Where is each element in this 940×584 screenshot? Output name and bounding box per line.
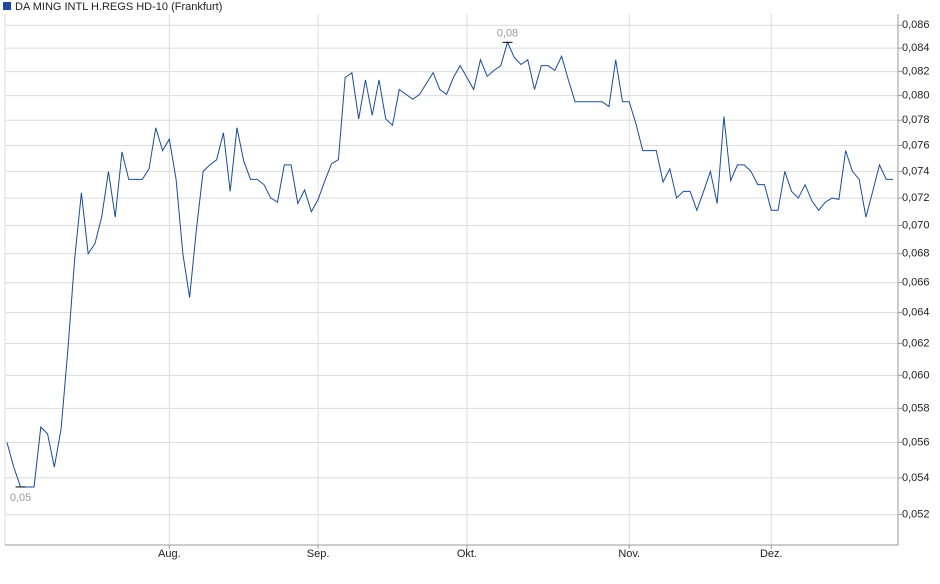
value-label: 0,05 <box>10 492 31 504</box>
y-tick-label: 0,076 <box>902 139 930 151</box>
data-line <box>6 40 893 488</box>
y-tick-label: 0,074 <box>902 165 930 177</box>
x-tick-label: Dez. <box>760 548 783 560</box>
y-tick-label: 0,072 <box>902 192 930 204</box>
x-tick-label: Okt. <box>457 548 477 560</box>
y-tick-label: 0,082 <box>902 65 930 77</box>
y-tick-label: 0,078 <box>902 114 930 126</box>
legend-label: DA MING INTL H.REGS HD-10 (Frankfurt) <box>15 1 222 13</box>
y-tick-label: 0,054 <box>902 472 930 484</box>
y-tick-label: 0,052 <box>902 509 930 521</box>
x-tick-label: Nov. <box>618 548 640 560</box>
y-tick-label: 0,086 <box>902 19 930 31</box>
y-tick-label: 0,068 <box>902 248 930 260</box>
y-tick-label: 0,056 <box>902 436 930 448</box>
y-tick-label: 0,058 <box>902 402 930 414</box>
x-tick-label: Aug. <box>158 548 181 560</box>
legend-swatch <box>3 2 11 10</box>
x-tick-label: Sep. <box>307 548 330 560</box>
y-tick-label: 0,064 <box>902 307 930 319</box>
value-label: 0,08 <box>497 27 518 39</box>
y-tick-label: 0,066 <box>902 277 930 289</box>
y-tick-label: 0,080 <box>902 89 930 101</box>
y-tick-label: 0,084 <box>902 42 930 54</box>
y-tick-label: 0,062 <box>902 337 930 349</box>
y-tick-label: 0,070 <box>902 219 930 231</box>
y-tick-label: 0,060 <box>902 369 930 381</box>
